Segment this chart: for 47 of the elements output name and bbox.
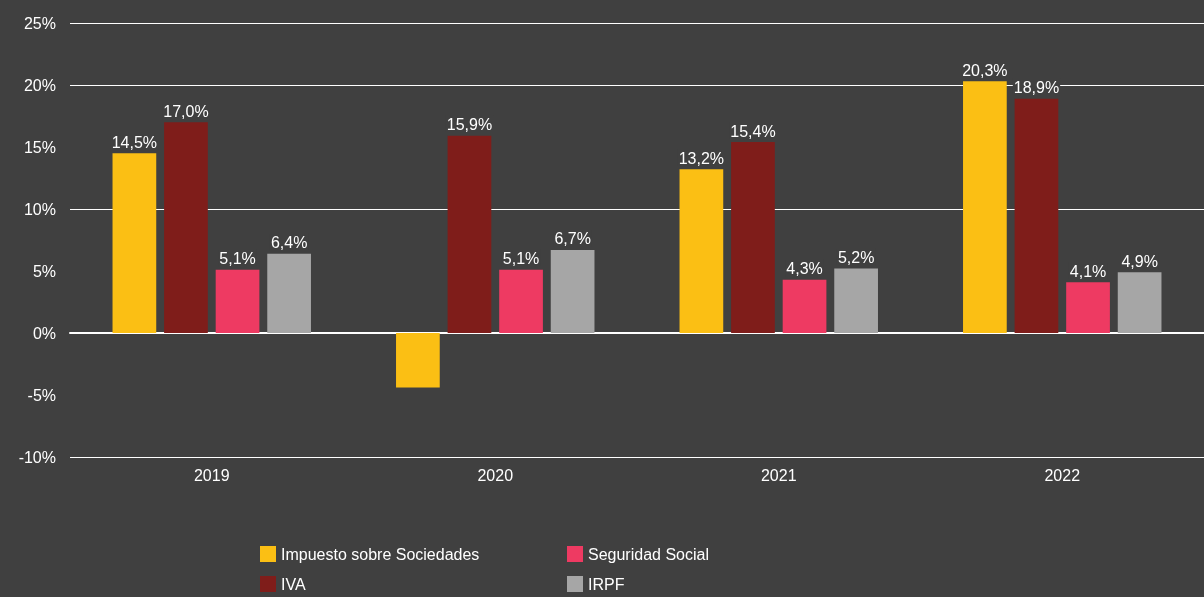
x-tick-label: 2021 xyxy=(760,466,797,484)
bar xyxy=(447,135,492,333)
data-label: 15,9% xyxy=(446,116,493,134)
y-tick-label: 10% xyxy=(23,200,56,218)
data-label: 5,1% xyxy=(502,250,540,268)
y-tick-label: 25% xyxy=(23,14,56,32)
data-label: 4,3% xyxy=(786,260,823,278)
y-tick-label: 20% xyxy=(23,76,56,94)
bar xyxy=(731,142,775,333)
bar xyxy=(782,279,827,333)
data-label: 6,7% xyxy=(554,230,591,248)
bar xyxy=(112,153,157,333)
bar xyxy=(164,122,208,333)
y-tick-label: 5% xyxy=(32,262,56,280)
bar xyxy=(550,249,595,333)
bar xyxy=(267,253,311,333)
data-label: 6,4% xyxy=(270,234,308,252)
legend-label: Impuesto sobre Sociedades xyxy=(281,545,480,563)
x-tick-label: 2020 xyxy=(477,466,514,484)
bar xyxy=(1066,282,1110,333)
x-tick-label: 2019 xyxy=(193,466,230,484)
data-label: 5,2% xyxy=(837,249,875,267)
data-label: 4,1% xyxy=(1069,262,1107,280)
bar xyxy=(834,268,878,333)
bar xyxy=(679,169,724,333)
data-label: 14,5% xyxy=(111,133,158,151)
legend-label: IVA xyxy=(281,575,306,593)
y-tick-label: -10% xyxy=(18,448,56,466)
legend-label: IRPF xyxy=(588,575,625,593)
x-tick-label: 2022 xyxy=(1044,466,1081,484)
bar xyxy=(963,81,1007,333)
data-label: 15,4% xyxy=(730,122,776,140)
y-tick-label: 15% xyxy=(23,138,56,156)
y-tick-label: 0% xyxy=(32,324,56,342)
y-tick-label: -5% xyxy=(27,386,56,404)
data-label: 4,9% xyxy=(1121,252,1158,270)
bar xyxy=(1014,98,1059,333)
data-label: 5,1% xyxy=(219,250,256,268)
data-label: 17,0% xyxy=(163,102,209,120)
bar xyxy=(396,333,440,388)
data-label: 20,3% xyxy=(962,61,1008,79)
data-label: 13,2% xyxy=(678,149,725,167)
legend-label: Seguridad Social xyxy=(588,545,709,563)
bar xyxy=(499,269,543,333)
bar xyxy=(1117,272,1162,333)
data-label: 18,9% xyxy=(1013,79,1060,97)
bar xyxy=(215,269,260,333)
